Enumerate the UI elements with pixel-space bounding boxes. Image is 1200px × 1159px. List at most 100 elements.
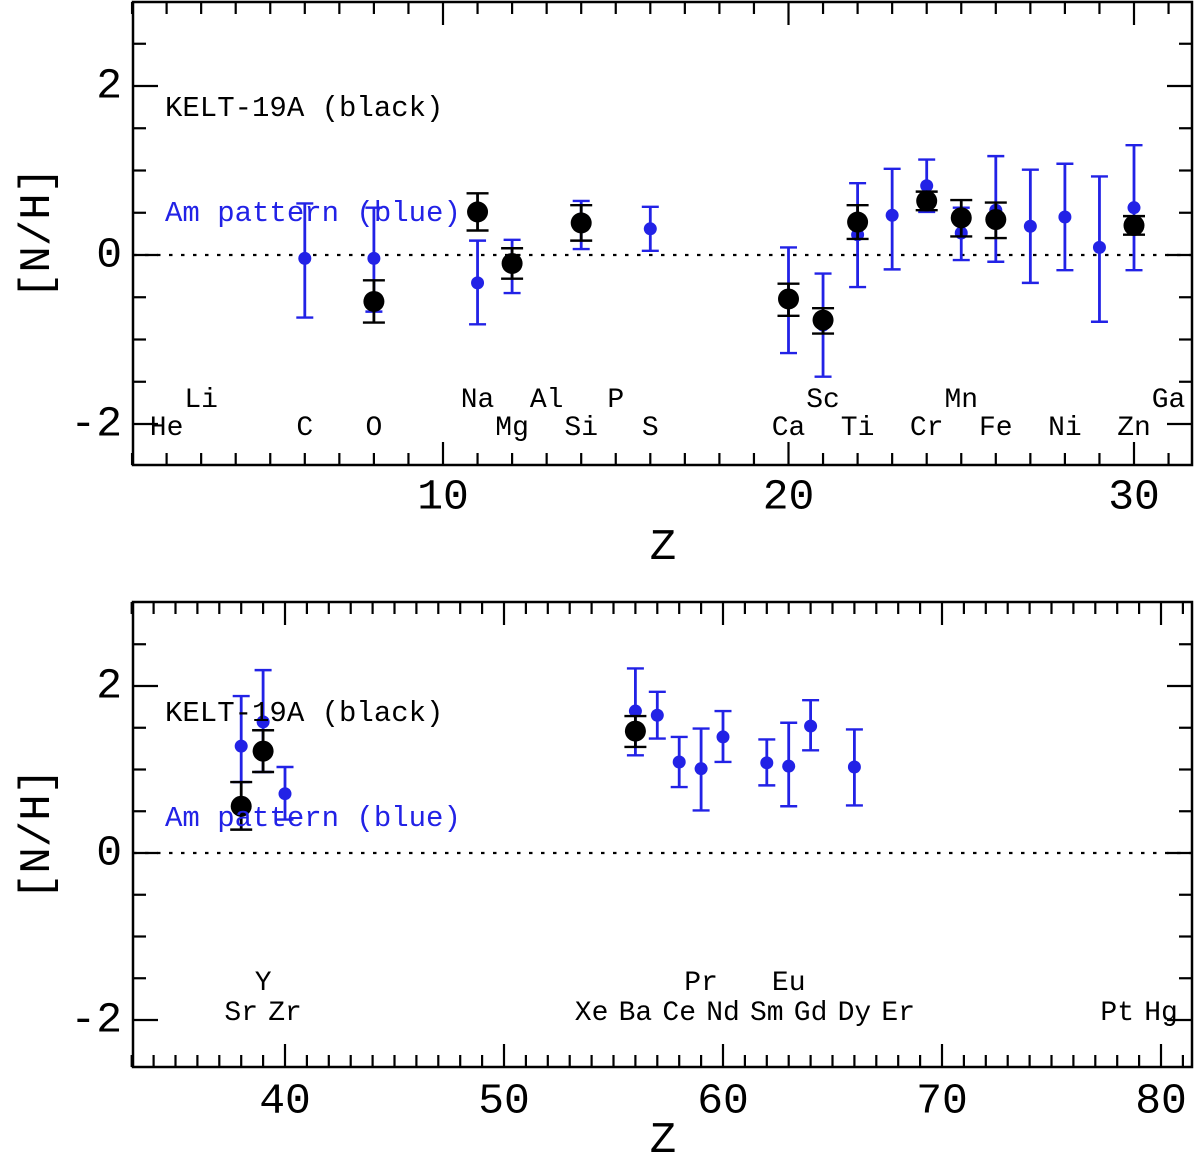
x-tick-label-10: 10 bbox=[417, 473, 469, 522]
data-point-kelt-19a-Mn bbox=[950, 198, 973, 238]
legend-entry-kelt19a: KELT-19A (black) bbox=[165, 697, 444, 730]
element-label-Gd: Gd bbox=[794, 998, 828, 1029]
y-tick-label-0: 0 bbox=[96, 829, 122, 878]
element-label-Li: Li bbox=[184, 385, 218, 416]
element-label-Er: Er bbox=[881, 998, 915, 1029]
element-label-P: P bbox=[607, 385, 624, 416]
element-label-He: He bbox=[150, 413, 184, 444]
data-point-kelt-19a-Ti bbox=[846, 203, 869, 241]
x-ticks-bottom bbox=[130, 602, 1185, 1067]
data-point-kelt-19a-Y bbox=[252, 729, 275, 774]
data-point-am-pattern-Zr bbox=[276, 765, 294, 821]
y-axis-title-top: [N/H] bbox=[13, 166, 63, 300]
element-label-Ga: Ga bbox=[1152, 385, 1186, 416]
data-point-kelt-19a-Zn bbox=[1123, 214, 1145, 236]
panel-top: 10 20 30 -2 0 2 Li Na Al P Sc Mn Ga He C O Mg Si S Ca Ti Cr Fe… bbox=[70, 0, 1194, 522]
series-kelt-19a-bottom bbox=[230, 714, 647, 831]
element-label-Ca: Ca bbox=[772, 413, 806, 444]
data-point-kelt-19a-O bbox=[362, 279, 385, 324]
data-point-am-pattern-Pr bbox=[692, 727, 710, 812]
data-point-am-pattern-La bbox=[648, 690, 666, 740]
element-label-C: C bbox=[296, 413, 313, 444]
element-label-Eu: Eu bbox=[772, 968, 806, 999]
data-point-am-pattern-S bbox=[641, 205, 659, 252]
data-point-kelt-19a-Si bbox=[570, 203, 593, 242]
y-tick-label--2: -2 bbox=[70, 996, 122, 1045]
element-label-Nd: Nd bbox=[706, 998, 740, 1029]
x-axis-title-bottom: Z bbox=[649, 1116, 677, 1159]
x-tick-label-80: 80 bbox=[1135, 1077, 1187, 1126]
element-label-Zn: Zn bbox=[1117, 413, 1151, 444]
x-tick-label-50: 50 bbox=[478, 1077, 530, 1126]
element-label-O: O bbox=[365, 413, 382, 444]
x-tick-label-70: 70 bbox=[916, 1077, 968, 1126]
data-point-am-pattern-Zn bbox=[1125, 143, 1143, 272]
element-label-Sr: Sr bbox=[224, 998, 258, 1029]
element-label-Dy: Dy bbox=[838, 998, 872, 1029]
data-point-am-pattern-Eu bbox=[780, 721, 798, 808]
element-label-Y: Y bbox=[255, 968, 272, 999]
element-label-Mg: Mg bbox=[495, 413, 529, 444]
x-ticks-top bbox=[130, 2, 1170, 465]
data-point-am-pattern-Ce bbox=[670, 735, 688, 789]
y-tick-label-0: 0 bbox=[96, 231, 122, 280]
panel-border-top bbox=[131, 0, 1194, 467]
data-point-kelt-19a-Na bbox=[466, 192, 489, 232]
element-label-Cr: Cr bbox=[910, 413, 944, 444]
element-label-Ce: Ce bbox=[662, 998, 696, 1029]
y-tick-label-2: 2 bbox=[96, 662, 122, 711]
element-label-Pt: Pt bbox=[1100, 998, 1134, 1029]
data-point-am-pattern-Dy bbox=[845, 728, 863, 807]
data-point-kelt-19a-Mg bbox=[501, 247, 524, 280]
legend-entry-am-pattern: Am pattern (blue) bbox=[165, 802, 461, 835]
element-label-Zr: Zr bbox=[268, 998, 302, 1029]
element-label-Si: Si bbox=[564, 413, 598, 444]
legend-entry-am-pattern: Am pattern (blue) bbox=[165, 197, 461, 230]
x-tick-label-30: 30 bbox=[1108, 473, 1160, 522]
data-point-kelt-19a-Ca bbox=[777, 282, 800, 318]
data-point-am-pattern-V bbox=[883, 167, 901, 271]
element-label-S: S bbox=[642, 413, 659, 444]
data-point-am-pattern-Gd bbox=[802, 698, 820, 752]
element-label-Sm: Sm bbox=[750, 998, 784, 1029]
element-label-Pr: Pr bbox=[684, 968, 718, 999]
data-point-am-pattern-C bbox=[296, 202, 314, 319]
element-label-Al: Al bbox=[530, 385, 564, 416]
series-am-pattern-bottom bbox=[232, 667, 863, 821]
legend-entry-kelt19a: KELT-19A (black) bbox=[165, 92, 444, 125]
x-tick-label-60: 60 bbox=[697, 1077, 749, 1126]
data-point-kelt-19a-Ba bbox=[624, 714, 647, 749]
y-tick-label--2: -2 bbox=[70, 400, 122, 449]
data-point-am-pattern-Cu bbox=[1090, 175, 1108, 323]
panel-border-bottom bbox=[131, 600, 1194, 1069]
series-kelt-19a-top bbox=[362, 190, 1145, 335]
y-tick-label-2: 2 bbox=[96, 62, 122, 111]
element-label-Ba: Ba bbox=[619, 998, 653, 1029]
panel-bottom: 40 50 60 70 80 -2 0 2 Y Pr Eu Sr Zr Xe Ba Ce Nd Sm Gd Dy Er P… bbox=[70, 600, 1194, 1126]
data-point-kelt-19a-Sc bbox=[812, 307, 835, 335]
legend-top-panel: KELT-19A (black) Am pattern (blue) bbox=[165, 21, 461, 301]
element-label-Ti: Ti bbox=[841, 413, 875, 444]
y-ticks-top bbox=[133, 42, 1192, 426]
element-label-Na: Na bbox=[461, 385, 495, 416]
data-point-kelt-19a-Cr bbox=[915, 190, 938, 212]
data-point-am-pattern-Ni bbox=[1056, 162, 1074, 272]
element-label-Sc: Sc bbox=[806, 385, 840, 416]
element-label-Ni: Ni bbox=[1048, 413, 1082, 444]
element-label-Mn: Mn bbox=[944, 385, 978, 416]
data-point-kelt-19a-Sr bbox=[230, 780, 253, 831]
element-label-Hg: Hg bbox=[1144, 998, 1178, 1029]
element-label-Fe: Fe bbox=[979, 413, 1013, 444]
element-label-Xe: Xe bbox=[575, 998, 609, 1029]
legend-bottom-panel: KELT-19A (black) Am pattern (blue) bbox=[165, 626, 461, 906]
data-point-am-pattern-Co bbox=[1021, 168, 1039, 285]
x-tick-label-40: 40 bbox=[259, 1077, 311, 1126]
data-point-kelt-19a-Fe bbox=[984, 201, 1007, 240]
y-axis-title-bottom: [N/H] bbox=[13, 767, 63, 901]
x-tick-label-20: 20 bbox=[763, 473, 815, 522]
data-point-am-pattern-Nd bbox=[714, 709, 732, 764]
data-point-am-pattern-Na bbox=[469, 239, 487, 326]
x-axis-title-top: Z bbox=[649, 523, 677, 573]
